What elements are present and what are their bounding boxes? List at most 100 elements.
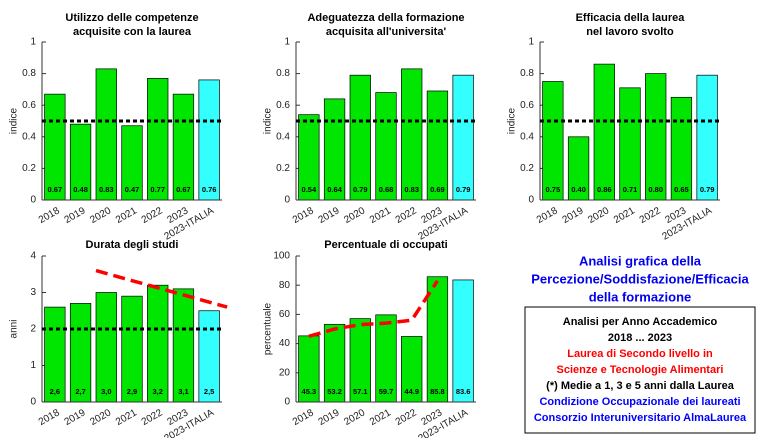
value-label: 57.1 xyxy=(353,387,368,396)
chart-title: Percentuale di occupati xyxy=(324,239,447,251)
value-label: 0.75 xyxy=(546,185,561,194)
y-tick-label: 60 xyxy=(279,309,291,320)
value-label: 0.79 xyxy=(700,185,715,194)
bar xyxy=(542,81,564,201)
y-tick-label: 20 xyxy=(279,367,291,378)
value-label: 0.68 xyxy=(379,185,394,194)
chart-title: Adeguatezza della formazione xyxy=(307,12,464,24)
panel-line: Laurea di Secondo livello in xyxy=(567,348,713,360)
bar xyxy=(452,74,474,201)
value-label: 0.67 xyxy=(176,185,191,194)
value-label: 0.77 xyxy=(150,185,165,194)
chart-title: acquisite con la laurea xyxy=(73,26,192,38)
bar xyxy=(95,68,117,201)
value-label: 0.71 xyxy=(623,185,638,194)
chart-title: Durata degli studi xyxy=(86,239,179,251)
value-label: 0.83 xyxy=(99,185,114,194)
value-label: 3,0 xyxy=(101,387,111,396)
bar xyxy=(426,276,449,403)
y-axis-label: indice xyxy=(9,108,20,135)
y-tick-label: 0.4 xyxy=(276,131,290,142)
value-label: 44.9 xyxy=(404,387,419,396)
y-tick-label: 80 xyxy=(279,280,291,291)
bar xyxy=(147,284,169,403)
bar xyxy=(172,288,195,403)
value-label: 0.40 xyxy=(571,185,586,194)
value-label: 0.67 xyxy=(48,185,63,194)
bar xyxy=(147,77,169,201)
trend-line xyxy=(95,268,228,309)
y-tick-label: 0 xyxy=(284,397,290,408)
y-tick-label: 2 xyxy=(30,324,36,335)
value-label: 0.83 xyxy=(404,185,419,194)
value-label: 2,5 xyxy=(204,387,214,396)
chart-title: nel lavoro svolto xyxy=(586,26,674,38)
y-tick-label: 0 xyxy=(284,195,290,206)
panel-line: (*) Medie a 1, 3 e 5 anni dalla Laurea xyxy=(546,380,735,392)
y-tick-label: 0 xyxy=(30,195,36,206)
value-label: 0.69 xyxy=(430,185,445,194)
value-label: 0.64 xyxy=(327,185,342,194)
y-tick-label: 0 xyxy=(528,195,534,206)
y-tick-label: 0 xyxy=(30,397,36,408)
y-axis-label: indice xyxy=(507,108,518,135)
trend-line xyxy=(308,279,439,338)
y-axis-label: indice xyxy=(263,108,274,135)
value-label: 0.86 xyxy=(597,185,612,194)
y-tick-label: 1 xyxy=(30,37,36,48)
value-label: 2,9 xyxy=(127,387,137,396)
value-label: 0.48 xyxy=(73,185,88,194)
value-label: 0.76 xyxy=(202,185,217,194)
y-tick-label: 0.4 xyxy=(22,131,36,142)
subplot: Durata degli studianni012342,620182,7201… xyxy=(9,239,228,438)
value-label: 3,2 xyxy=(152,387,162,396)
value-label: 83.6 xyxy=(456,387,471,396)
value-label: 85.8 xyxy=(430,387,445,396)
value-label: 45.3 xyxy=(302,387,317,396)
value-label: 0.47 xyxy=(125,185,140,194)
y-tick-label: 0.6 xyxy=(22,100,36,111)
value-label: 0.79 xyxy=(456,185,471,194)
bar xyxy=(198,79,220,201)
chart-title: acquisita all'universita' xyxy=(326,26,447,38)
bar xyxy=(349,74,371,201)
y-tick-label: 0.8 xyxy=(520,68,534,79)
bar xyxy=(375,92,397,201)
value-label: 0.80 xyxy=(648,185,663,194)
y-tick-label: 0.6 xyxy=(520,100,534,111)
y-axis-label: percentuale xyxy=(263,302,274,355)
panel-heading: Analisi grafica della xyxy=(579,253,702,268)
info-box xyxy=(524,306,756,434)
bar xyxy=(452,279,474,403)
y-tick-label: 1 xyxy=(30,360,36,371)
y-axis-label: anni xyxy=(9,320,20,339)
bar xyxy=(619,87,641,201)
y-tick-label: 0.4 xyxy=(520,131,534,142)
y-tick-label: 100 xyxy=(273,251,290,262)
subplot: Efficacia della laurea nel lavoro svolto i… xyxy=(507,12,720,243)
value-label: 0.79 xyxy=(353,185,368,194)
panel-heading: della formazione xyxy=(589,289,692,304)
value-label: 2,6 xyxy=(50,387,60,396)
y-tick-label: 0.6 xyxy=(276,100,290,111)
y-tick-label: 1 xyxy=(284,37,290,48)
y-tick-label: 3 xyxy=(30,287,36,298)
value-label: 59.7 xyxy=(379,387,394,396)
bar xyxy=(95,292,117,403)
panel-line: Condizione Occupazionale dei laureati xyxy=(539,396,740,408)
value-label: 3,1 xyxy=(178,387,188,396)
y-tick-label: 0.2 xyxy=(22,163,36,174)
value-label: 0.54 xyxy=(302,185,317,194)
y-tick-label: 40 xyxy=(279,338,291,349)
panel-line: 2018 ... 2023 xyxy=(608,332,672,344)
value-label: 0.65 xyxy=(674,185,689,194)
y-tick-label: 4 xyxy=(30,251,36,262)
y-tick-label: 0.8 xyxy=(276,68,290,79)
chart-title: Utilizzo delle competenze xyxy=(65,12,198,24)
panel-line: Consorzio Interuniversitario AlmaLaurea xyxy=(534,412,747,424)
chart-title: Efficacia della laurea xyxy=(576,12,686,24)
bar xyxy=(401,68,423,201)
panel-line: Scienze e Tecnologie Alimentari xyxy=(557,364,724,376)
bar xyxy=(645,73,667,201)
